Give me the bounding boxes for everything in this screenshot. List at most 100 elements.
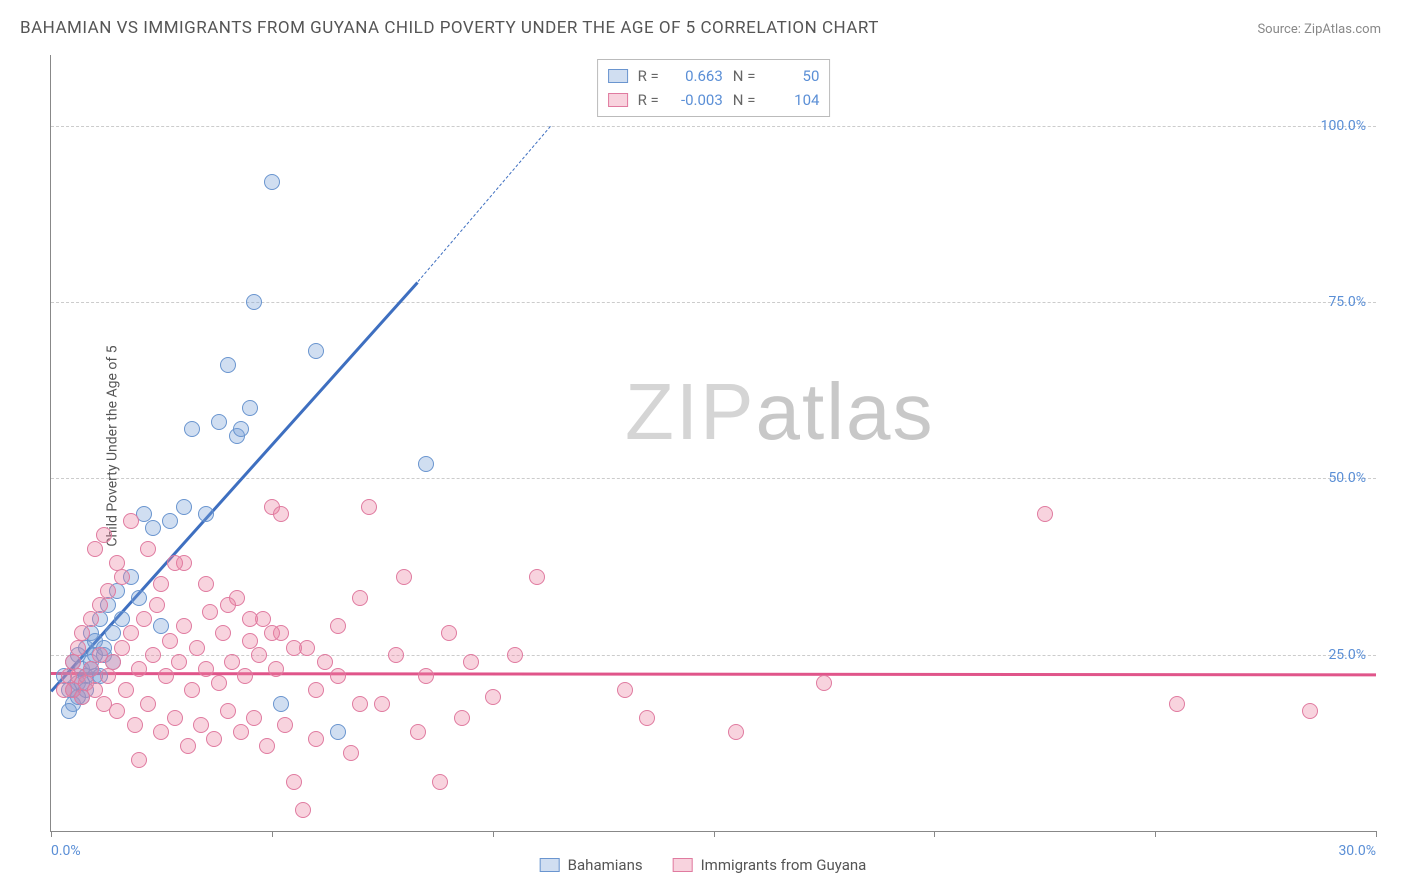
scatter-point-bahamians (162, 513, 178, 529)
r-label: R = (638, 64, 659, 88)
xtick (1155, 831, 1156, 837)
watermark-part1: ZIP (625, 367, 755, 456)
scatter-point-guyana (237, 668, 253, 684)
xtick-label: 30.0% (1338, 843, 1376, 859)
watermark: ZIPatlas (625, 366, 934, 458)
ytick-label: 50.0% (1328, 470, 1366, 486)
scatter-point-bahamians (131, 590, 147, 606)
scatter-point-guyana (1037, 506, 1053, 522)
scatter-point-guyana (388, 647, 404, 663)
scatter-point-guyana (131, 661, 147, 677)
scatter-point-bahamians (264, 174, 280, 190)
scatter-point-guyana (198, 576, 214, 592)
scatter-point-guyana (308, 682, 324, 698)
scatter-point-guyana (529, 569, 545, 585)
scatter-point-guyana (100, 583, 116, 599)
scatter-point-guyana (295, 802, 311, 818)
scatter-point-guyana (123, 625, 139, 641)
scatter-point-guyana (83, 661, 99, 677)
scatter-point-bahamians (418, 456, 434, 472)
scatter-point-guyana (118, 682, 134, 698)
n-label: N = (733, 88, 756, 112)
scatter-point-guyana (211, 675, 227, 691)
scatter-point-guyana (184, 682, 200, 698)
stats-legend: R = 0.663 N = 50 R = -0.003 N = 104 (597, 59, 831, 117)
scatter-point-guyana (617, 682, 633, 698)
scatter-point-guyana (1169, 696, 1185, 712)
scatter-point-bahamians (330, 724, 346, 740)
scatter-point-bahamians (145, 520, 161, 536)
scatter-point-bahamians (61, 703, 77, 719)
scatter-point-guyana (343, 745, 359, 761)
scatter-point-bahamians (220, 357, 236, 373)
legend-label-bahamians: Bahamians (568, 856, 643, 874)
scatter-point-guyana (114, 569, 130, 585)
scatter-point-guyana (286, 640, 302, 656)
scatter-point-guyana (162, 633, 178, 649)
gridline (51, 126, 1376, 127)
stats-row-bahamians: R = 0.663 N = 50 (608, 64, 820, 88)
legend-item-bahamians: Bahamians (540, 856, 643, 874)
scatter-point-guyana (264, 625, 280, 641)
scatter-point-guyana (56, 682, 72, 698)
scatter-point-bahamians (184, 421, 200, 437)
scatter-point-guyana (109, 703, 125, 719)
scatter-point-guyana (242, 611, 258, 627)
scatter-point-guyana (330, 668, 346, 684)
scatter-point-guyana (454, 710, 470, 726)
scatter-point-guyana (273, 506, 289, 522)
scatter-point-guyana (127, 717, 143, 733)
scatter-point-guyana (153, 576, 169, 592)
scatter-point-guyana (251, 647, 267, 663)
scatter-point-bahamians (242, 400, 258, 416)
scatter-point-guyana (193, 717, 209, 733)
scatter-point-bahamians (273, 696, 289, 712)
scatter-point-guyana (189, 640, 205, 656)
source-attribution: Source: ZipAtlas.com (1257, 22, 1381, 37)
scatter-point-guyana (1302, 703, 1318, 719)
scatter-point-guyana (96, 527, 112, 543)
scatter-point-guyana (374, 696, 390, 712)
xtick (714, 831, 715, 837)
scatter-point-guyana (198, 661, 214, 677)
bottom-legend: Bahamians Immigrants from Guyana (540, 856, 867, 874)
scatter-point-guyana (167, 710, 183, 726)
r-value-bahamians: 0.663 (669, 64, 723, 88)
n-value-guyana: 104 (765, 88, 819, 112)
scatter-point-guyana (176, 618, 192, 634)
scatter-point-guyana (87, 541, 103, 557)
scatter-point-guyana (105, 654, 121, 670)
source-label: Source: (1257, 22, 1300, 37)
scatter-point-guyana (167, 555, 183, 571)
scatter-point-guyana (215, 625, 231, 641)
swatch-bahamians (608, 69, 628, 83)
scatter-point-guyana (145, 647, 161, 663)
watermark-part2: atlas (755, 367, 934, 456)
scatter-point-guyana (131, 752, 147, 768)
scatter-point-guyana (123, 513, 139, 529)
scatter-point-guyana (140, 541, 156, 557)
scatter-point-guyana (206, 731, 222, 747)
scatter-point-guyana (418, 668, 434, 684)
scatter-point-guyana (153, 724, 169, 740)
legend-swatch-guyana (673, 858, 693, 872)
scatter-point-guyana (330, 618, 346, 634)
scatter-point-guyana (100, 668, 116, 684)
scatter-point-guyana (308, 731, 324, 747)
gridline (51, 478, 1376, 479)
trend-dash-bahamians (417, 126, 550, 282)
swatch-guyana (608, 93, 628, 107)
scatter-point-guyana (352, 590, 368, 606)
legend-swatch-bahamians (540, 858, 560, 872)
xtick-label: 0.0% (51, 843, 81, 859)
scatter-point-guyana (463, 654, 479, 670)
scatter-point-guyana (246, 710, 262, 726)
ytick-label: 75.0% (1328, 294, 1366, 310)
n-label: N = (733, 64, 756, 88)
scatter-point-guyana (485, 689, 501, 705)
scatter-point-guyana (317, 654, 333, 670)
scatter-point-guyana (233, 724, 249, 740)
scatter-point-guyana (507, 647, 523, 663)
scatter-point-guyana (361, 499, 377, 515)
scatter-point-bahamians (308, 343, 324, 359)
